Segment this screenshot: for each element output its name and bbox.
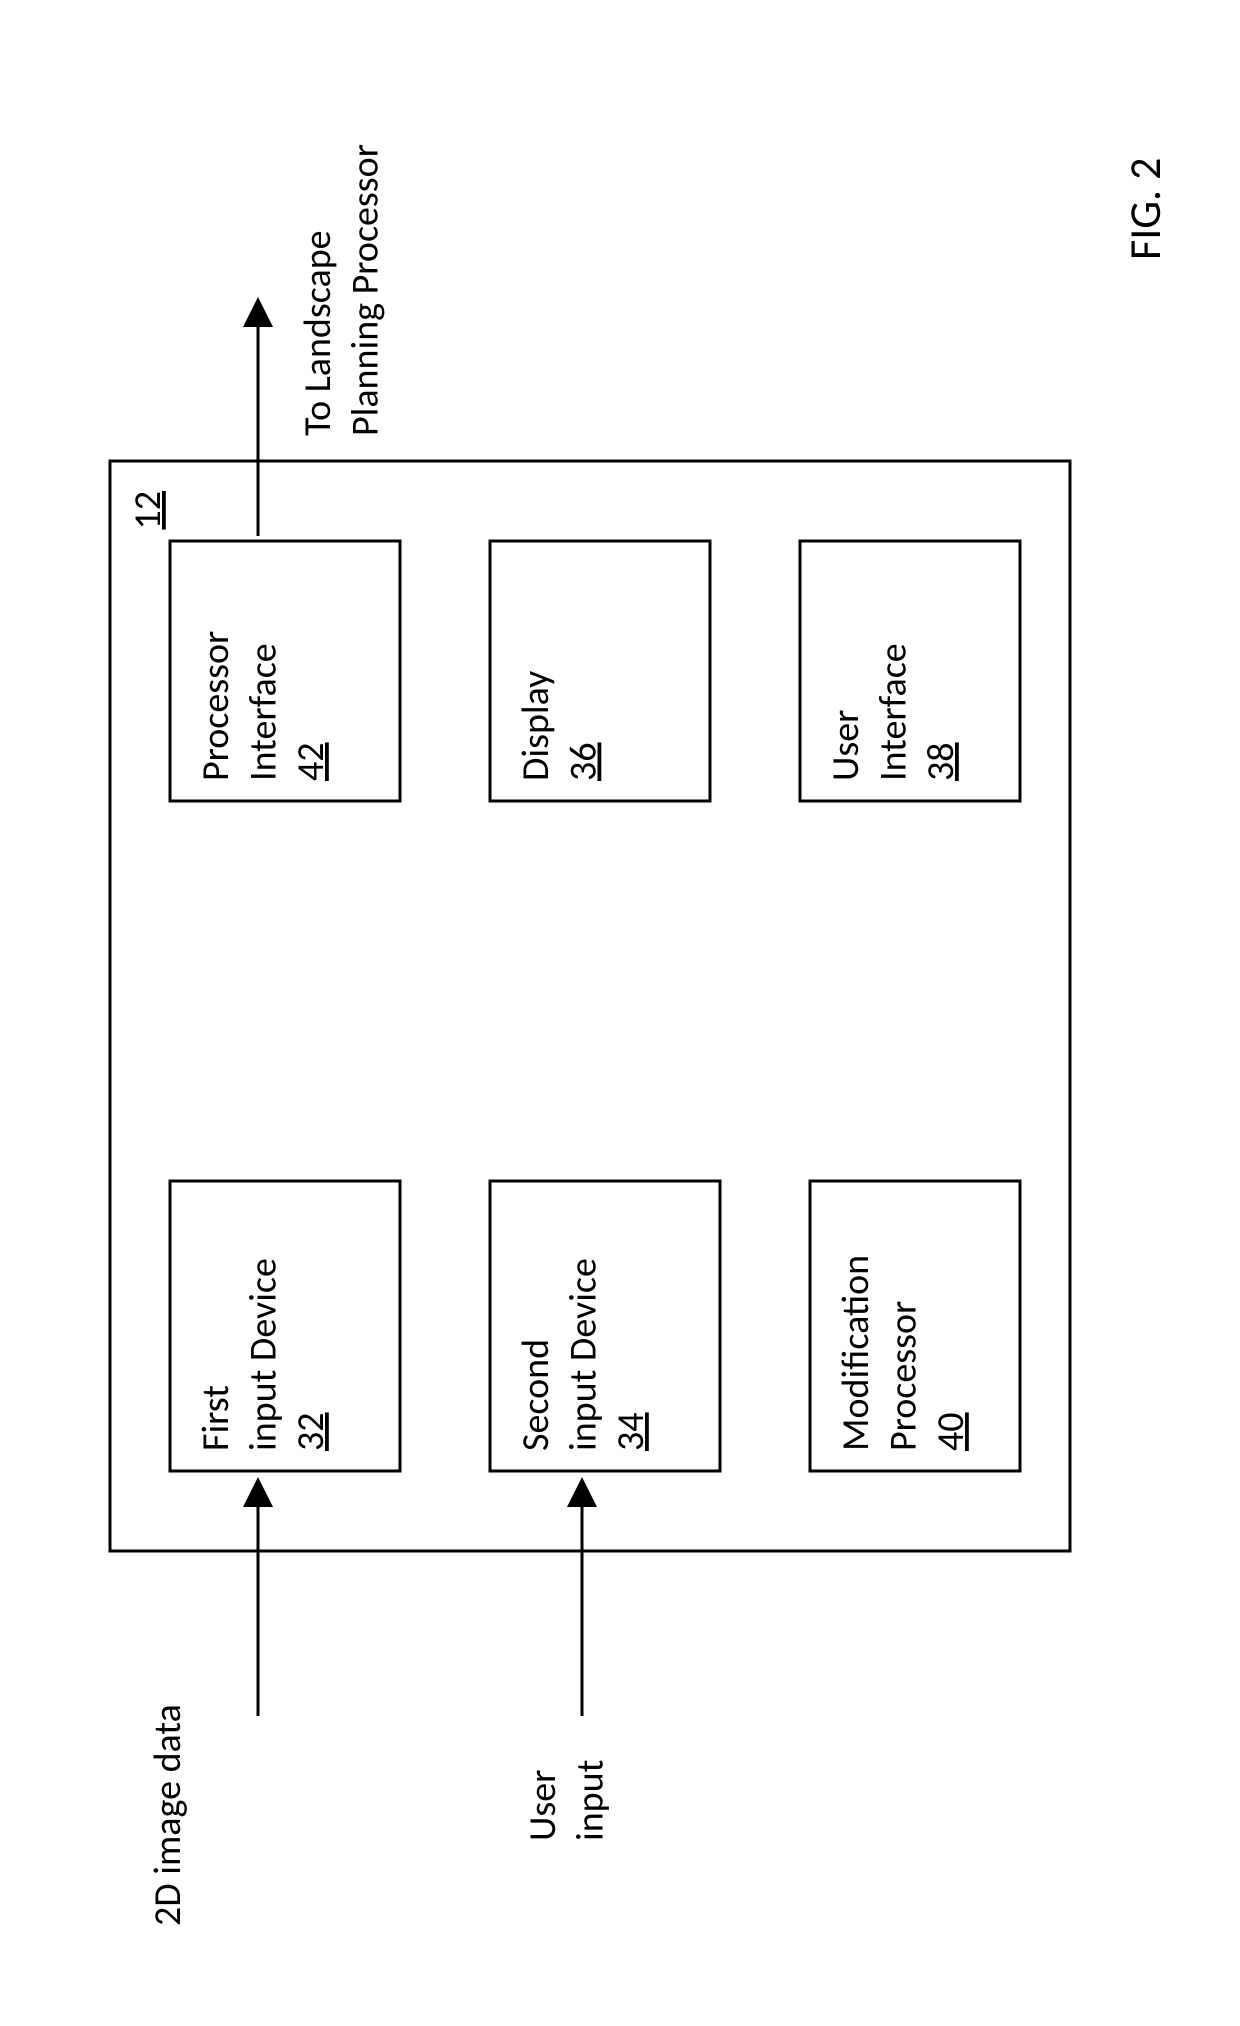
node-user-if-label-2: Interface [871,643,917,781]
node-proc-if-ref: 42 [288,742,334,781]
node-mod-proc-ref: 40 [928,1412,974,1451]
node-second-input-ref: 34 [608,1412,654,1451]
arrow-out-lp: To LandscapePlanning Processor [258,144,389,536]
arrow-in-user: Userinput [520,1486,614,1841]
figure-label: FIG. 2 [1118,158,1172,260]
diagram-svg: 12 Firstinput Device32Secondinput Device… [0,0,1240,2026]
node-second-input-label-1: Second [513,1339,559,1451]
node-proc-if-label-1: Processor [193,631,239,781]
node-second-input-label-2: input Device [561,1258,607,1451]
node-display-label-1: Display [513,671,559,781]
node-first-input-ref: 32 [288,1412,334,1451]
node-user-if-label-1: User [823,710,869,781]
module-frame-ref: 12 [125,491,171,530]
node-proc-if: ProcessorInterface42 [170,541,400,801]
diagram-stage: 12 Firstinput Device32Secondinput Device… [0,0,1240,2026]
node-first-input: Firstinput Device32 [170,1181,400,1471]
arrow-in-2d-label-1: 2D image data [145,1704,191,1926]
node-mod-proc: ModificationProcessor40 [810,1181,1020,1471]
node-display-ref: 36 [561,742,607,781]
node-first-input-label-1: First [193,1385,239,1451]
arrow-in-user-label-1: User [520,1770,566,1841]
arrow-out-lp-label-1: To Landscape [295,230,341,436]
arrow-in-user-label-2: input [568,1759,614,1841]
node-proc-if-label-2: Interface [241,643,287,781]
node-second-input: Secondinput Device34 [490,1181,720,1471]
node-mod-proc-label-1: Modification [833,1255,879,1451]
node-user-if: UserInterface38 [800,541,1020,801]
arrow-out-lp-label-2: Planning Processor [343,144,389,436]
node-user-if-ref: 38 [918,742,964,781]
node-display: Display36 [490,541,710,801]
node-first-input-label-2: input Device [241,1258,287,1451]
node-mod-proc-label-2: Processor [881,1301,927,1451]
